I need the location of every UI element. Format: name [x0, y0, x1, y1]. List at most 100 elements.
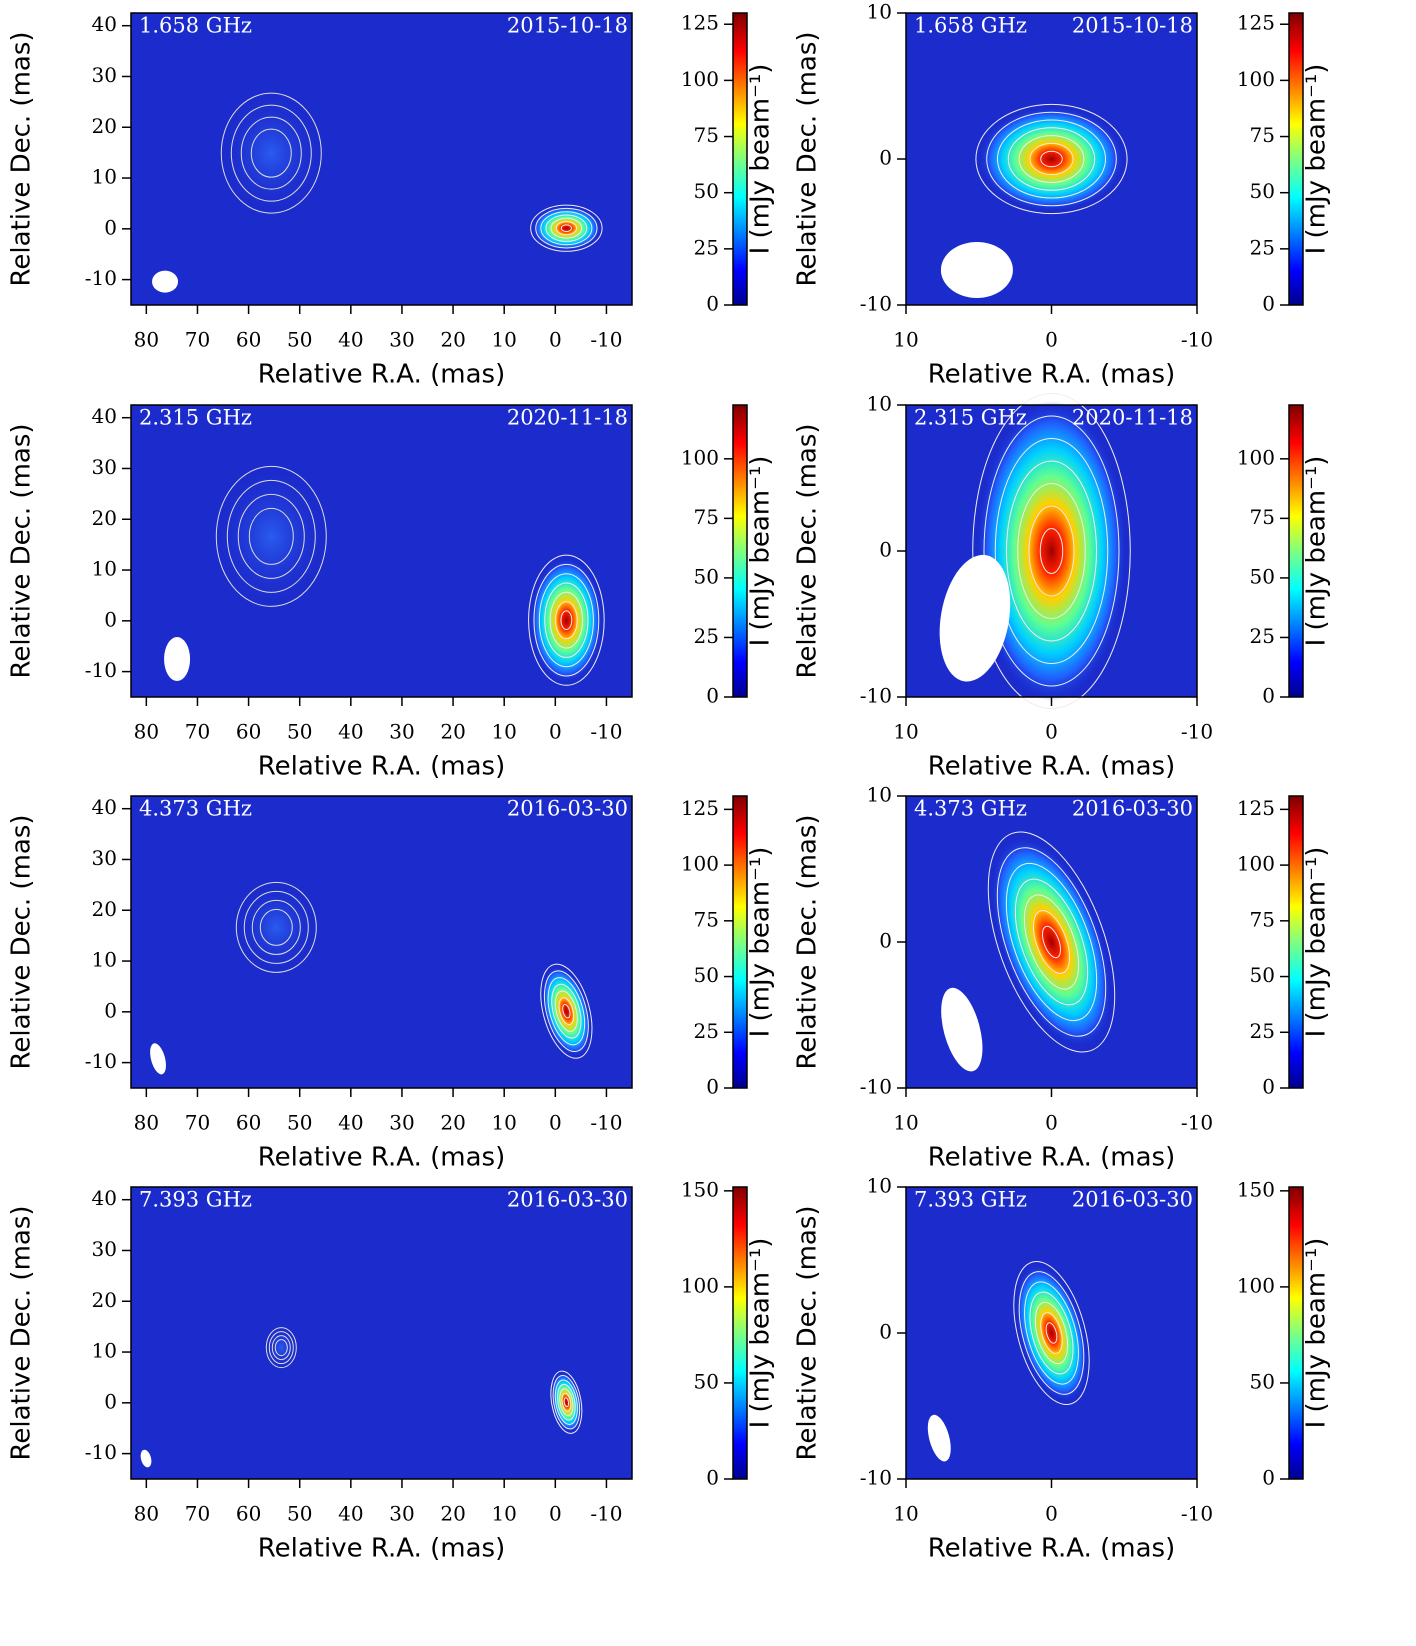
y-tick-label: 0: [104, 607, 117, 631]
contour: [1006, 460, 1097, 642]
contour: [975, 103, 1128, 215]
image-background: [131, 796, 632, 1088]
contour: [271, 1335, 291, 1361]
colorbar-tick-label: 100: [681, 67, 719, 91]
colorbar-label: I (mJy beam⁻¹): [746, 847, 776, 1038]
x-tick-label: 80: [134, 1502, 159, 1526]
colorbar: [1288, 404, 1304, 698]
contour: [259, 908, 293, 946]
image-background: [131, 13, 632, 305]
contour: [555, 601, 578, 640]
colorbar-tick-label: 50: [694, 1369, 719, 1393]
x-tick-label: -10: [1181, 1502, 1213, 1526]
beam: [939, 554, 1011, 682]
x-tick-label: 70: [185, 1111, 210, 1135]
contour: [1023, 894, 1080, 990]
x-tick-label: 10: [893, 720, 918, 744]
x-tick-label: -10: [590, 720, 622, 744]
contour: [554, 1379, 578, 1425]
contour: [983, 415, 1120, 687]
core: [532, 206, 601, 251]
x-axis-label: Relative R.A. (mas): [258, 1534, 505, 1564]
x-tick-label: 40: [338, 1111, 363, 1135]
core: [991, 837, 1112, 1047]
contour: [996, 847, 1107, 1037]
contour: [557, 1383, 576, 1421]
colorbar: [732, 795, 748, 1089]
x-tick-label: 50: [287, 328, 312, 352]
x-tick-label: 30: [389, 720, 414, 744]
y-tick-label: 30: [92, 846, 117, 870]
contour: [540, 963, 593, 1059]
contour: [265, 1327, 297, 1369]
y-tick-label: 10: [867, 0, 892, 24]
contour: [1013, 1260, 1090, 1406]
contour: [530, 204, 603, 252]
contour: [549, 591, 584, 649]
x-tick-label: -10: [1181, 720, 1213, 744]
frequency-label: 2.315 GHz: [139, 406, 252, 430]
colorbar-tick-label: 100: [681, 445, 719, 469]
date-label: 2016-03-30: [507, 1188, 628, 1212]
x-tick-label: 30: [389, 1502, 414, 1526]
y-tick-label: 20: [92, 506, 117, 530]
contour: [237, 493, 305, 579]
x-tick-label: 10: [491, 328, 516, 352]
x-axis-label: Relative R.A. (mas): [258, 1143, 505, 1173]
contour: [986, 111, 1117, 207]
contour: [533, 563, 600, 677]
colorbar-tick-label: 150: [1237, 1177, 1275, 1201]
x-tick-label: 40: [338, 328, 363, 352]
x-axis-label: Relative R.A. (mas): [258, 360, 505, 390]
beam: [941, 987, 983, 1072]
colorbar-tick-label: 25: [694, 624, 719, 648]
x-tick-label: 70: [185, 720, 210, 744]
x-tick-label: 20: [440, 1502, 465, 1526]
colorbar-tick-label: 75: [1250, 123, 1275, 147]
y-tick-label: -10: [860, 1075, 892, 1099]
y-tick-label: 30: [92, 1237, 117, 1261]
contour: [994, 438, 1109, 664]
colorbar-tick-label: 0: [1262, 684, 1275, 708]
contour: [563, 1397, 570, 1408]
x-tick-label: 30: [389, 1111, 414, 1135]
x-tick-label: -10: [590, 1502, 622, 1526]
colorbar-label: I (mJy beam⁻¹): [1302, 847, 1332, 1038]
y-tick-label: 10: [92, 165, 117, 189]
colorbar-label: I (mJy beam⁻¹): [746, 64, 776, 255]
x-tick-label: 0: [1045, 1111, 1058, 1135]
y-tick-label: 10: [92, 1339, 117, 1363]
contour: [550, 1370, 583, 1434]
x-axis-label: Relative R.A. (mas): [928, 752, 1175, 782]
frequency-label: 1.658 GHz: [914, 14, 1027, 38]
contour: [1017, 483, 1086, 619]
colorbar-tick-label: 25: [1250, 624, 1275, 648]
plot-frame: [130, 795, 633, 1089]
contour: [558, 997, 575, 1026]
date-label: 2020-11-18: [1072, 406, 1193, 430]
colorbar-tick-label: 0: [1262, 292, 1275, 316]
contour: [562, 1003, 571, 1019]
contour: [550, 217, 583, 239]
x-tick-label: 50: [287, 1111, 312, 1135]
colorbar-tick-label: 0: [706, 292, 719, 316]
y-tick-label: -10: [860, 684, 892, 708]
contour: [215, 465, 327, 607]
x-tick-label: 70: [185, 328, 210, 352]
contour: [1005, 862, 1098, 1022]
contour: [544, 582, 589, 658]
y-axis-label: Relative Dec. (mas): [7, 814, 37, 1069]
extended-emission: [236, 882, 317, 973]
colorbar-tick-label: 100: [1237, 1273, 1275, 1297]
y-tick-label: 10: [867, 1174, 892, 1198]
contour: [1034, 1301, 1069, 1365]
y-tick-label: 20: [92, 114, 117, 138]
colorbar-tick-label: 100: [1237, 67, 1275, 91]
y-tick-label: 30: [92, 63, 117, 87]
extended-emission: [266, 1327, 297, 1368]
colorbar-tick-label: 75: [1250, 907, 1275, 931]
frequency-label: 7.393 GHz: [139, 1188, 252, 1212]
x-tick-label: 50: [287, 720, 312, 744]
